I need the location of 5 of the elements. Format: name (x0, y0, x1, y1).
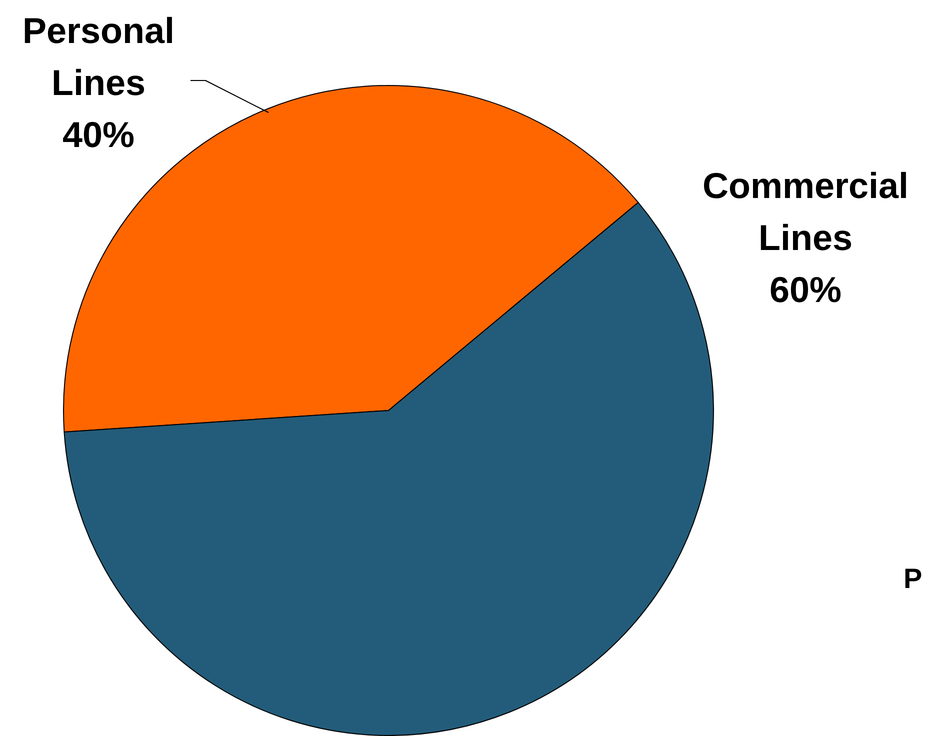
slice-label: Commercial Lines (702, 165, 909, 258)
text: P (904, 563, 922, 594)
data-label: 40% (62, 114, 135, 155)
slice-label: Personal Lines (22, 10, 175, 103)
data-label: 60% (769, 269, 842, 310)
